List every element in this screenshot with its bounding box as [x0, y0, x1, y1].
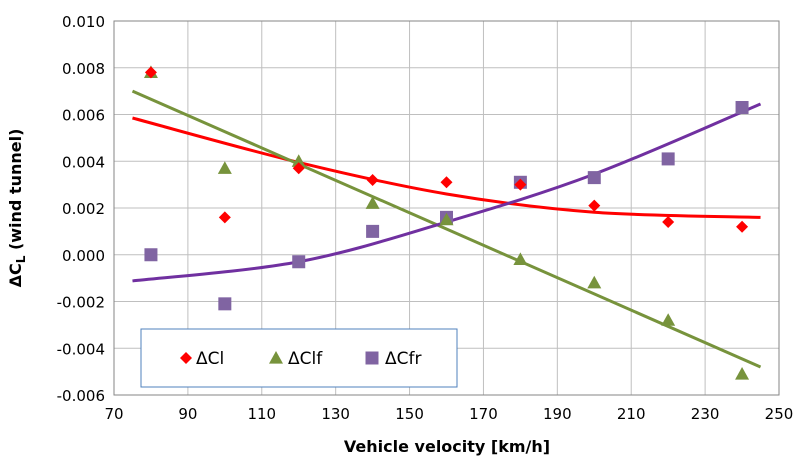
y-tick-label: 0.006 [62, 107, 105, 125]
data-point-diamond [218, 211, 231, 224]
data-point-triangle [661, 313, 676, 326]
x-tick-label: 130 [321, 405, 350, 423]
data-point-square [366, 224, 380, 238]
data-point-square [661, 152, 675, 166]
y-tick-label: 0.002 [62, 200, 105, 218]
data-point-diamond [662, 216, 675, 229]
x-tick-label: 110 [247, 405, 276, 423]
x-tick-label: 170 [469, 405, 498, 423]
legend-marker-square [365, 351, 379, 365]
data-point-triangle [439, 212, 454, 226]
trendline-dclf [131, 89, 762, 369]
data-point-triangle [735, 366, 750, 380]
data-point-square [587, 171, 601, 185]
data-point-square [292, 255, 306, 269]
x-tick-label: 250 [765, 405, 794, 423]
y-tick-label: -0.002 [57, 294, 105, 312]
legend-label: ΔCfr [385, 349, 421, 369]
y-tick-label: -0.006 [57, 387, 105, 405]
data-point-square [735, 100, 749, 114]
data-point-diamond [588, 199, 601, 212]
y-axis-title-rest: (wind tunnel) [6, 129, 25, 256]
legend-label: ΔClf [288, 349, 323, 369]
data-point-triangle [217, 161, 232, 174]
legend-box [140, 328, 458, 388]
data-point-triangle [291, 154, 306, 167]
y-axis-title-subscript: L [14, 255, 28, 263]
legend: ΔCl ΔClf ΔCfr [140, 328, 458, 388]
plot-area-border [113, 20, 780, 396]
x-axis-title: Vehicle velocity [km/h] [344, 437, 550, 456]
y-axis-ticks: -0.006 -0.004 -0.002 0.000 0.002 0.004 0.006 0.… [57, 13, 105, 405]
data-point-diamond [292, 162, 305, 175]
x-tick-label: 70 [104, 405, 123, 423]
data-point-diamond [514, 178, 527, 191]
plot-area-frame [113, 20, 780, 396]
y-tick-label: 0.010 [62, 13, 105, 31]
data-point-square [218, 297, 232, 311]
legend-label: ΔCl [196, 349, 224, 369]
legend-marker-diamond [180, 352, 192, 364]
y-axis-title: ΔCL (wind tunnel) [6, 129, 28, 288]
data-point-triangle [365, 196, 380, 209]
legend-marker-triangle [269, 351, 283, 364]
y-tick-label: 0.008 [62, 60, 105, 78]
trendline-dcl [132, 116, 761, 219]
x-tick-label: 230 [691, 405, 720, 423]
data-point-diamond [366, 173, 379, 186]
data-point-diamond [440, 176, 453, 189]
y-tick-label: 0.000 [62, 247, 105, 265]
data-point-diamond [736, 220, 749, 233]
x-tick-label: 90 [178, 405, 197, 423]
data-point-square [144, 248, 158, 262]
x-axis-ticks: 70 90 110 130 150 170 190 210 230 250 [104, 405, 793, 423]
x-tick-label: 190 [543, 405, 572, 423]
y-axis-title-main: ΔC [6, 263, 25, 287]
data-point-triangle [587, 275, 602, 289]
x-tick-label: 150 [395, 405, 424, 423]
x-tick-label: 210 [617, 405, 646, 423]
y-tick-label: -0.004 [57, 340, 105, 358]
y-tick-label: 0.004 [62, 153, 105, 171]
data-markers [143, 65, 750, 380]
data-point-diamond [144, 66, 157, 79]
data-point-triangle [513, 252, 528, 266]
